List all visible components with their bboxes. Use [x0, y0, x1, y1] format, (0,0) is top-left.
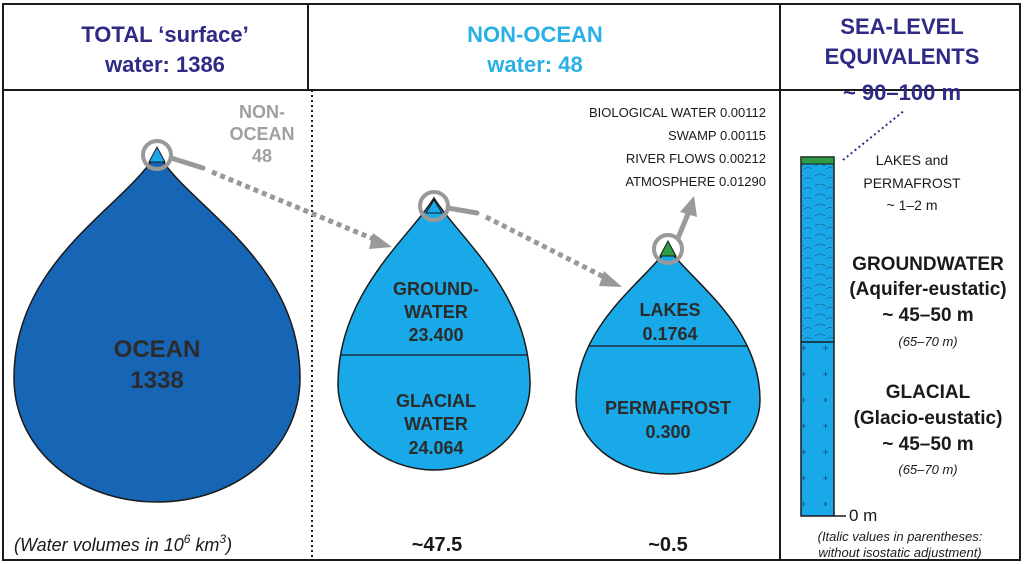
header-sea-level-line1: SEA-LEVEL	[840, 14, 963, 39]
groundwater-glacial-drop: GROUND- WATER 23.400 GLACIAL WATER 24.06…	[337, 196, 531, 471]
groundwater-label1: GROUND-	[393, 279, 479, 299]
minor-store-item: SWAMP 0.00115	[668, 128, 766, 143]
permafrost-label: PERMAFROST	[605, 398, 731, 418]
slr-glacial-line3: ~ 45–50 m	[882, 434, 973, 455]
slr-groundwater-line3: ~ 45–50 m	[882, 305, 973, 326]
table-frame	[2, 3, 1021, 561]
permafrost-value: 0.300	[645, 422, 690, 442]
callout-line2: OCEAN	[229, 124, 294, 144]
lakes-label: LAKES	[639, 300, 700, 320]
slr-lakes-line2: PERMAFROST	[863, 175, 961, 191]
lakes-value: 0.1764	[642, 324, 697, 344]
flow-arrow-nonocean-to-lakes	[445, 205, 622, 287]
minor-store-item: RIVER FLOWS 0.00212	[626, 151, 766, 166]
sea-level-bar	[800, 156, 846, 517]
ocean-tip-marker	[141, 139, 173, 171]
flow-arrow-to-minor-stores	[675, 196, 697, 241]
minor-stores-list: BIOLOGICAL WATER 0.00112 SWAMP 0.00115 R…	[589, 105, 766, 189]
units-note: (Water volumes in 106 km3)	[14, 532, 232, 555]
header-non-ocean-line1: NON-OCEAN	[467, 22, 603, 47]
units-note-end: )	[224, 535, 232, 555]
units-note-exp2: 3	[219, 532, 226, 546]
sea-level-glacial: GLACIAL (Glacio-eustatic) ~ 45–50 m (65–…	[854, 382, 1003, 477]
lakes-permafrost-total: ~0.5	[648, 534, 687, 556]
footnote-line1: (Italic values in parentheses:	[818, 529, 983, 544]
slr-glacial-line4: (65–70 m)	[898, 462, 957, 477]
lakes-tip-marker	[652, 233, 684, 265]
ocean-value: 1338	[130, 367, 183, 394]
sea-level-lakes-permafrost: LAKES and PERMAFROST ~ 1–2 m	[863, 152, 961, 213]
units-note-exp1: 6	[184, 532, 191, 546]
header-non-ocean-line2: water: 48	[486, 52, 582, 77]
slr-groundwater-line4: (65–70 m)	[898, 334, 957, 349]
sea-level-leader-line	[842, 109, 906, 161]
header-total: TOTAL ‘surface’ water: 1386	[81, 22, 249, 77]
groundwater-glacial-total: ~47.5	[412, 534, 463, 556]
slr-glacial-line1: GLACIAL	[886, 382, 971, 403]
flow-arrow-ocean-to-nonocean	[168, 155, 392, 249]
slr-lakes-line1: LAKES and	[876, 152, 948, 168]
sea-level-groundwater: GROUNDWATER (Aquifer-eustatic) ~ 45–50 m…	[849, 254, 1006, 349]
slr-lakes-line3: ~ 1–2 m	[887, 197, 938, 213]
groundwater-label2: WATER	[404, 302, 468, 322]
header-sea-level-line2: EQUIVALENTS	[825, 44, 980, 69]
slr-groundwater-line1: GROUNDWATER	[852, 254, 1004, 275]
units-note-text: (Water volumes in 10	[14, 535, 184, 555]
zero-level-label: 0 m	[849, 506, 877, 525]
callout-line3: 48	[252, 146, 272, 166]
header-sea-level-line3: ~ 90–100 m	[843, 80, 961, 105]
glacial-label2: WATER	[404, 414, 468, 434]
non-ocean-callout: NON- OCEAN 48	[229, 102, 294, 166]
slr-glacial-line2: (Glacio-eustatic)	[854, 408, 1003, 429]
glacial-label1: GLACIAL	[396, 391, 476, 411]
minor-store-item: ATMOSPHERE 0.01290	[625, 174, 766, 189]
header-total-line1: TOTAL ‘surface’	[81, 22, 249, 47]
ocean-drop: OCEAN 1338	[13, 150, 301, 503]
footnote-line2: without isostatic adjustment)	[818, 545, 981, 560]
minor-store-item: BIOLOGICAL WATER 0.00112	[589, 105, 766, 120]
groundwater-value: 23.400	[408, 325, 463, 345]
header-non-ocean: NON-OCEAN water: 48	[467, 22, 603, 77]
header-total-line2: water: 1386	[104, 52, 225, 77]
units-note-mid: km	[190, 535, 219, 555]
lakes-permafrost-drop: LAKES 0.1764 PERMAFROST 0.300	[575, 246, 761, 475]
glacial-value: 24.064	[408, 438, 463, 458]
ocean-label: OCEAN	[114, 336, 201, 363]
slr-groundwater-line2: (Aquifer-eustatic)	[849, 279, 1006, 300]
header-sea-level: SEA-LEVEL EQUIVALENTS ~ 90–100 m	[825, 14, 980, 105]
callout-line1: NON-	[239, 102, 285, 122]
